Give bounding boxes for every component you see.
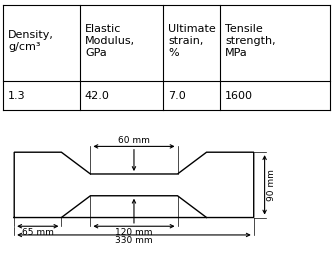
- Text: 330 mm: 330 mm: [115, 236, 153, 245]
- Text: Ultimate
strain,
%: Ultimate strain, %: [168, 24, 216, 58]
- Text: 120 mm: 120 mm: [115, 228, 153, 237]
- Text: 65 mm: 65 mm: [22, 228, 54, 237]
- Text: Elastic
Modulus,
GPa: Elastic Modulus, GPa: [85, 24, 135, 58]
- Text: 1600: 1600: [225, 91, 253, 101]
- Text: 90 mm: 90 mm: [267, 169, 276, 201]
- Text: Tensile
strength,
MPa: Tensile strength, MPa: [225, 24, 276, 58]
- Text: 1.3: 1.3: [8, 91, 26, 101]
- Text: 42.0: 42.0: [85, 91, 110, 101]
- Text: Density,
g/cm³: Density, g/cm³: [8, 30, 54, 52]
- Text: 7.0: 7.0: [168, 91, 186, 101]
- Text: 60 mm: 60 mm: [118, 136, 150, 145]
